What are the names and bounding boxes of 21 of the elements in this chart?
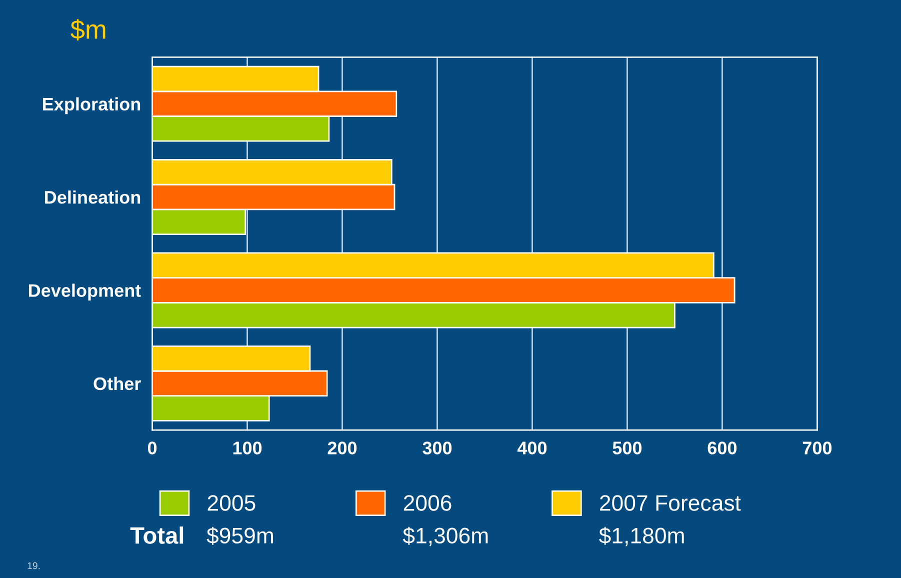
y-tick-label: Other	[94, 376, 141, 390]
text: $1,180m	[599, 526, 684, 546]
y-tick-label: Exploration	[43, 97, 140, 114]
x-tick-label: 600	[708, 442, 737, 454]
legend-label: 2006	[404, 495, 452, 511]
x-tick-label: 400	[517, 442, 547, 454]
text: $959m	[206, 526, 273, 545]
y-tick-label: Development	[28, 284, 141, 301]
legend-label: 2007 Forecast	[600, 495, 741, 511]
text: 19.	[28, 562, 40, 570]
x-tick-label: 300	[422, 442, 452, 454]
x-tick-label: 0	[148, 442, 157, 454]
x-tick-label: 700	[802, 442, 832, 454]
x-tick-label: 200	[328, 442, 357, 454]
text: Total	[130, 526, 184, 544]
x-tick-label: 500	[612, 442, 642, 454]
legend-label: 2005	[208, 495, 256, 511]
text: $1,306m	[402, 526, 488, 546]
x-tick-label: 100	[233, 442, 262, 454]
chart-title: $m	[70, 19, 106, 40]
y-tick-label: Delineation	[45, 190, 140, 204]
